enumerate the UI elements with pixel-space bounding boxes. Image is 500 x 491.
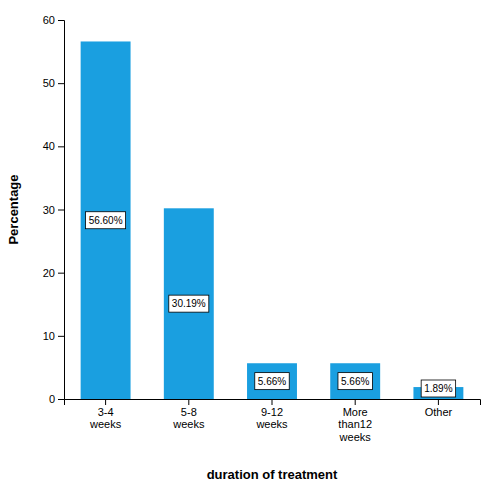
data-label-text: 1.89% <box>424 383 452 394</box>
x-tick-label-line: 3-4 <box>98 406 114 418</box>
data-label-text: 30.19% <box>172 298 206 309</box>
x-tick-mark <box>272 399 273 405</box>
y-tick: 50 <box>43 77 64 89</box>
y-tick: 60 <box>43 14 64 26</box>
data-label-text: 56.60% <box>89 215 123 226</box>
y-tick-label: 10 <box>43 330 55 342</box>
y-tick: 0 <box>49 393 64 405</box>
data-label-box <box>255 373 289 390</box>
x-tick-label-line: weeks <box>89 418 122 430</box>
y-tick-mark <box>58 399 64 400</box>
y-tick: 30 <box>43 204 64 216</box>
y-tick: 40 <box>43 140 64 152</box>
x-tick-label: Morethan12weeks <box>338 406 372 443</box>
bars <box>81 41 464 399</box>
data-label: 5.66% <box>338 373 372 390</box>
x-tick-label-line: Other <box>425 406 453 418</box>
x-axis: 3-4weeks5-8weeks9-12weeksMorethan12weeks… <box>65 399 481 443</box>
x-tick-label-line: More <box>343 406 368 418</box>
data-label-box <box>421 380 455 397</box>
y-tick-label: 30 <box>43 204 55 216</box>
y-tick-mark <box>58 146 64 147</box>
bar <box>330 363 380 399</box>
x-tick-label-line: 5-8 <box>181 406 197 418</box>
y-tick-label: 20 <box>43 267 55 279</box>
y-tick: 20 <box>43 267 64 279</box>
y-axis-line <box>58 21 65 400</box>
x-tick-mark <box>105 399 106 405</box>
y-tick-mark <box>58 20 64 21</box>
y-tick-mark <box>58 273 64 274</box>
data-label-box <box>338 373 372 390</box>
data-label: 56.60% <box>86 212 126 229</box>
y-tick-label: 0 <box>49 393 55 405</box>
x-tick-label: 9-12weeks <box>255 406 288 431</box>
x-tick: Morethan12weeks <box>338 399 372 443</box>
x-tick-label: 3-4weeks <box>89 406 122 431</box>
bar <box>247 363 297 399</box>
x-tick-label-line: 9-12 <box>261 406 283 418</box>
x-tick-label-line: than12 <box>338 418 372 430</box>
x-tick-label: Other <box>425 406 453 418</box>
x-tick-mark <box>438 399 439 405</box>
y-tick-mark <box>58 336 64 337</box>
y-tick-label: 60 <box>43 14 55 26</box>
x-tick-label-line: weeks <box>339 431 372 443</box>
x-axis-line <box>65 400 481 406</box>
data-label: 30.19% <box>169 295 209 312</box>
y-tick-label: 50 <box>43 77 55 89</box>
x-tick-label: 5-8weeks <box>172 406 205 431</box>
data-label-box <box>169 295 209 312</box>
x-axis-title: duration of treatment <box>207 467 338 482</box>
bar <box>81 41 131 399</box>
y-axis-title: Percentage <box>6 174 21 244</box>
data-label: 5.66% <box>255 373 289 390</box>
data-label: 1.89% <box>421 380 455 397</box>
x-tick: Other <box>425 399 453 418</box>
x-tick-mark <box>355 399 356 405</box>
data-labels: 56.60% 30.19% 5.66% 5.66% 1.89% <box>86 212 456 397</box>
x-tick-mark <box>188 399 189 405</box>
x-tick-label-line: weeks <box>255 418 288 430</box>
bar <box>164 208 214 399</box>
y-axis: 0 10 20 30 40 50 60 <box>43 14 65 405</box>
y-tick: 10 <box>43 330 64 342</box>
data-label-text: 5.66% <box>258 376 286 387</box>
y-tick-label: 40 <box>43 140 55 152</box>
x-tick: 3-4weeks <box>89 399 122 430</box>
data-label-box <box>86 212 126 229</box>
data-label-text: 5.66% <box>341 376 369 387</box>
y-tick-mark <box>58 210 64 211</box>
x-tick-label-line: weeks <box>172 418 205 430</box>
y-tick-mark <box>58 83 64 84</box>
x-tick: 9-12weeks <box>255 399 288 430</box>
plot-area: 01020304050603-4weeks5-8weeks9-12weeksMo… <box>43 14 481 443</box>
x-tick: 5-8weeks <box>172 399 205 430</box>
chart-svg: 01020304050603-4weeks5-8weeks9-12weeksMo… <box>0 0 500 491</box>
